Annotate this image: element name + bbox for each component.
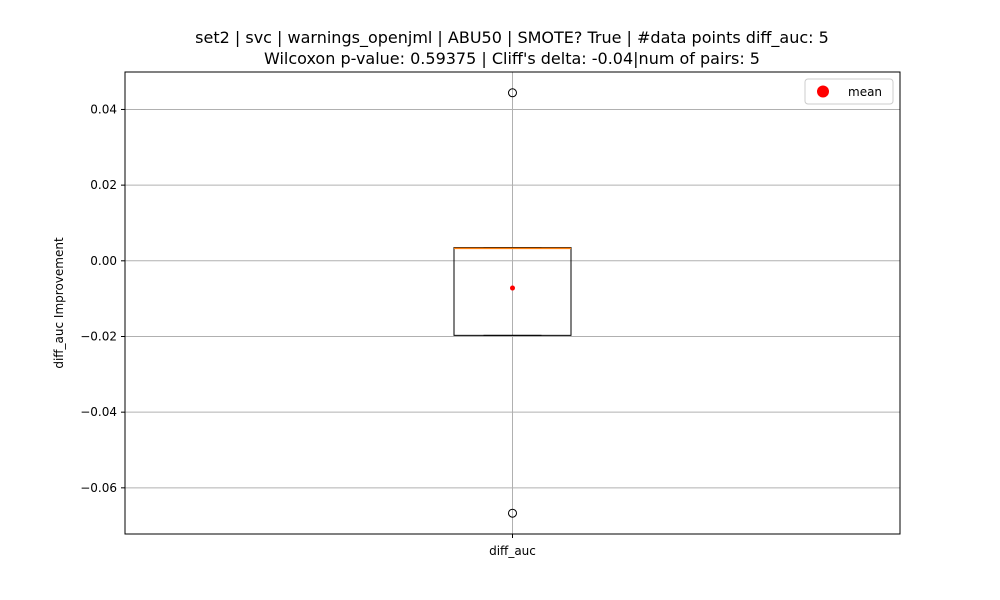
y-tick-label: 0.00 bbox=[90, 254, 117, 268]
y-tick-label: 0.02 bbox=[90, 178, 117, 192]
grid-lines bbox=[125, 72, 900, 534]
y-axis-label: diff_auc Improvement bbox=[52, 237, 66, 369]
y-tick-label: −0.06 bbox=[80, 481, 117, 495]
outlier-point bbox=[508, 508, 517, 518]
legend: mean bbox=[804, 78, 894, 105]
y-axis-ticks: −0.06 −0.04 −0.02 0.00 0.02 0.04 bbox=[80, 102, 125, 495]
box-diff_auc bbox=[453, 88, 572, 518]
legend-mean-marker bbox=[817, 85, 829, 98]
y-tick-label: 0.04 bbox=[90, 102, 117, 116]
chart-title: set2 | svc | warnings_openjml | ABU50 | … bbox=[195, 28, 829, 48]
box-group bbox=[453, 88, 572, 518]
x-axis-ticks: diff_auc bbox=[489, 534, 536, 558]
outlier-point bbox=[508, 88, 517, 98]
legend-frame bbox=[804, 78, 894, 105]
legend-mean-label: mean bbox=[848, 85, 882, 99]
mean-marker bbox=[510, 285, 515, 291]
box-body bbox=[453, 247, 572, 336]
y-tick-label: −0.04 bbox=[80, 405, 117, 419]
y-tick-label: −0.02 bbox=[80, 329, 117, 343]
x-tick-label: diff_auc bbox=[489, 544, 536, 558]
chart-subtitle: Wilcoxon p-value: 0.59375 | Cliff's delt… bbox=[264, 49, 760, 68]
